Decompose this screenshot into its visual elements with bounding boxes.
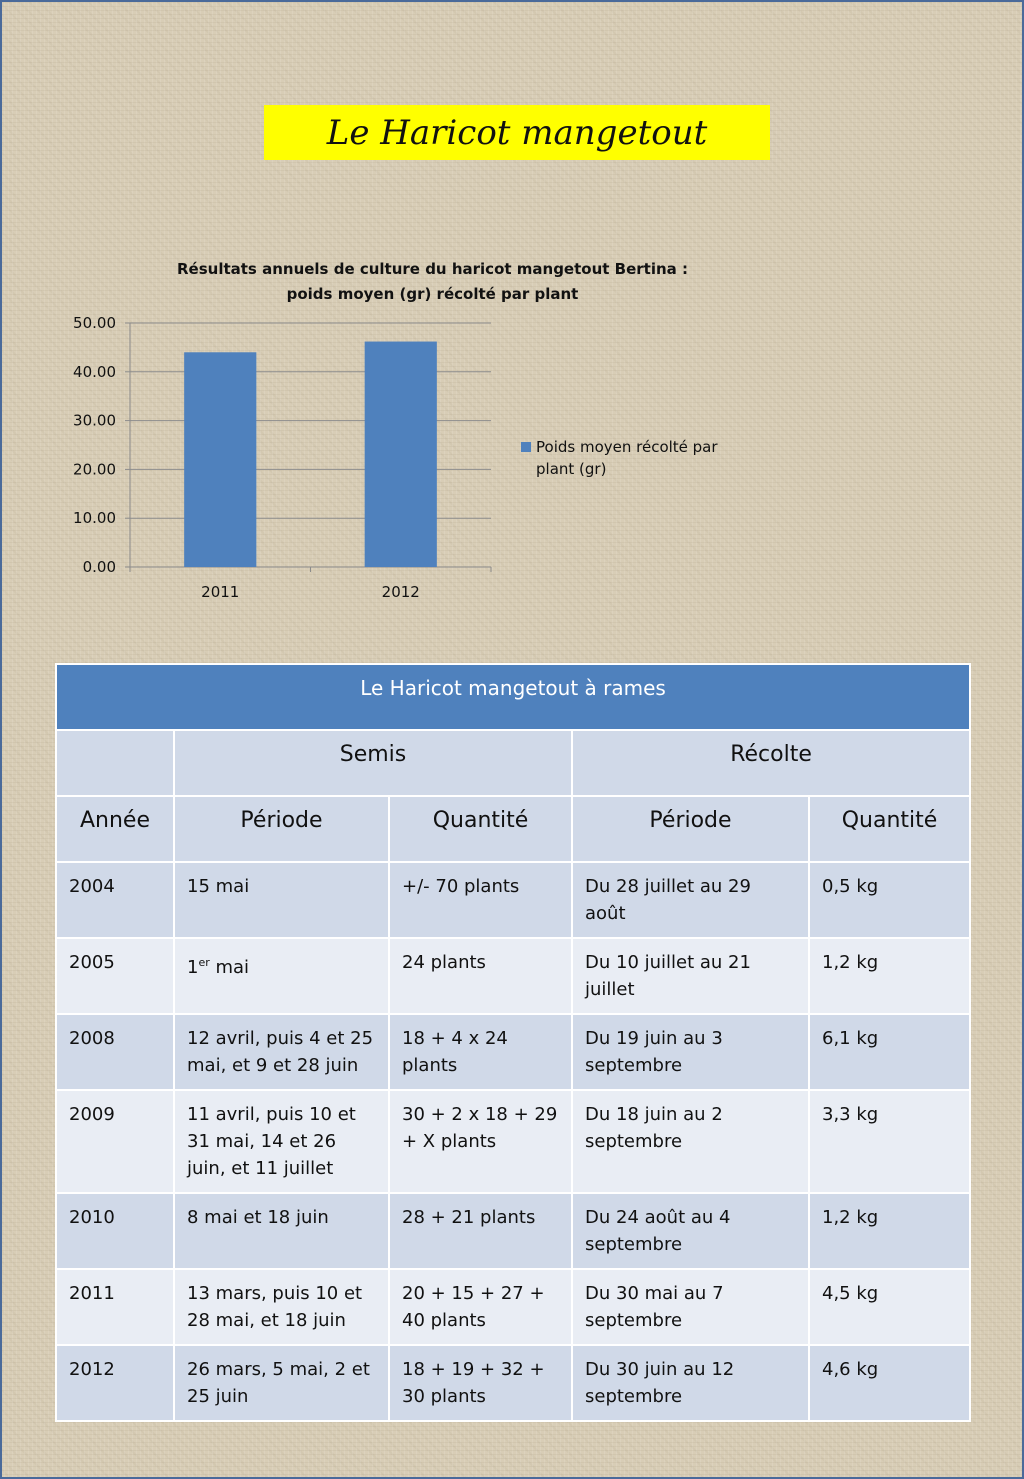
title-banner: Le Haricot mangetout <box>264 105 770 160</box>
header-recolte: Récolte <box>570 729 972 797</box>
table-row: 2004 15 mai +/- 70 plants Du 28 juillet … <box>55 861 972 939</box>
cell-annee: 2011 <box>55 1268 175 1346</box>
cell-semis-periode: 12 avril, puis 4 et 25 mai, et 9 et 28 j… <box>173 1013 390 1091</box>
table-group-header-row: Semis Récolte <box>55 729 972 797</box>
table-column-header-row: Année Période Quantité Période Quantité <box>55 795 972 863</box>
cell-annee: 2005 <box>55 937 175 1015</box>
cell-semis-periode: 11 avril, puis 10 et 31 mai, 14 et 26 ju… <box>173 1089 390 1194</box>
cell-annee: 2008 <box>55 1013 175 1091</box>
cell-semis-quantite: 18 + 4 x 24 plants <box>388 1013 573 1091</box>
table-title-row: Le Haricot mangetout à rames <box>54 663 972 731</box>
cell-semis-periode-num: 1 <box>187 957 199 978</box>
cell-semis-quantite: 24 plants <box>388 937 573 1015</box>
cell-recolte-periode: Du 18 juin au 2 septembre <box>571 1089 810 1194</box>
y-tick-label: 30.00 <box>73 412 116 430</box>
cell-recolte-periode: Du 24 août au 4 septembre <box>571 1192 810 1270</box>
legend-label-line-2: plant (gr) <box>536 460 607 478</box>
chart-title: Résultats annuels de culture du haricot … <box>150 257 715 307</box>
chart-title-line-1: Résultats annuels de culture du haricot … <box>177 260 688 278</box>
cell-annee: 2009 <box>55 1089 175 1194</box>
table-row: 2005 1er mai 24 plants Du 10 juillet au … <box>55 937 972 1015</box>
cell-semis-periode-sup: er <box>198 956 210 969</box>
cell-recolte-periode: Du 19 juin au 3 septembre <box>571 1013 810 1091</box>
cell-recolte-periode: Du 10 juillet au 21 juillet <box>571 937 810 1015</box>
cell-recolte-periode: Du 28 juillet au 29 août <box>571 861 810 939</box>
table-title: Le Haricot mangetout à rames <box>54 663 972 731</box>
cell-recolte-quantite: 6,1 kg <box>807 1013 972 1091</box>
table-row: 2012 26 mars, 5 mai, 2 et 25 juin 18 + 1… <box>55 1344 972 1422</box>
cell-recolte-quantite: 1,2 kg <box>807 937 972 1015</box>
cell-semis-periode: 1er mai <box>173 937 390 1015</box>
table-row: 2008 12 avril, puis 4 et 25 mai, et 9 et… <box>55 1013 972 1091</box>
y-tick-label: 20.00 <box>73 460 116 478</box>
cell-recolte-quantite: 0,5 kg <box>807 861 972 939</box>
cell-recolte-quantite: 1,2 kg <box>807 1192 972 1270</box>
y-tick-label: 40.00 <box>73 363 116 381</box>
page-title: Le Haricot mangetout <box>326 112 708 153</box>
y-tick-label: 50.00 <box>73 314 116 332</box>
cell-semis-periode: 15 mai <box>173 861 390 939</box>
cell-semis-periode-rest: mai <box>209 957 250 978</box>
results-table: Le Haricot mangetout à rames Semis Récol… <box>54 663 972 1422</box>
header-recolte-quantite: Quantité <box>807 795 972 863</box>
cell-recolte-quantite: 3,3 kg <box>807 1089 972 1194</box>
header-semis: Semis <box>173 729 573 797</box>
header-recolte-periode: Période <box>571 795 810 863</box>
y-tick-label: 0.00 <box>83 558 116 576</box>
cell-semis-periode: 8 mai et 18 juin <box>173 1192 390 1270</box>
x-tick-label: 2012 <box>382 583 420 601</box>
bar-2011 <box>184 352 257 567</box>
cell-recolte-periode: Du 30 juin au 12 septembre <box>571 1344 810 1422</box>
table-row: 2009 11 avril, puis 10 et 31 mai, 14 et … <box>55 1089 972 1194</box>
bar-chart: 0.00 10.00 20.00 30.00 40.00 50.00 2011 2012 <box>73 314 492 601</box>
cell-semis-quantite: 20 + 15 + 27 + 40 plants <box>388 1268 573 1346</box>
header-annee: Année <box>55 795 175 863</box>
chart-legend: Poids moyen récolté par plant (gr) <box>521 436 751 480</box>
cell-annee: 2010 <box>55 1192 175 1270</box>
legend-swatch <box>521 442 531 452</box>
cell-semis-quantite: +/- 70 plants <box>388 861 573 939</box>
cell-annee: 2004 <box>55 861 175 939</box>
chart-title-line-2: poids moyen (gr) récolté par plant <box>286 285 579 303</box>
header-semis-quantite: Quantité <box>388 795 573 863</box>
cell-semis-quantite: 18 + 19 + 32 + 30 plants <box>388 1344 573 1422</box>
table-row: 2011 13 mars, puis 10 et 28 mai, et 18 j… <box>55 1268 972 1346</box>
bar-2012 <box>364 341 437 567</box>
empty-header-cell <box>55 729 175 797</box>
cell-semis-quantite: 30 + 2 x 18 + 29 + X plants <box>388 1089 573 1194</box>
legend-label-line-1: Poids moyen récolté par <box>536 438 718 456</box>
cell-semis-quantite: 28 + 21 plants <box>388 1192 573 1270</box>
header-semis-periode: Période <box>173 795 390 863</box>
cell-recolte-quantite: 4,5 kg <box>807 1268 972 1346</box>
x-tick-label: 2011 <box>201 583 239 601</box>
y-tick-label: 10.00 <box>73 509 116 527</box>
cell-recolte-quantite: 4,6 kg <box>807 1344 972 1422</box>
cell-semis-periode: 26 mars, 5 mai, 2 et 25 juin <box>173 1344 390 1422</box>
cell-annee: 2012 <box>55 1344 175 1422</box>
cell-semis-periode: 13 mars, puis 10 et 28 mai, et 18 juin <box>173 1268 390 1346</box>
cell-recolte-periode: Du 30 mai au 7 septembre <box>571 1268 810 1346</box>
table-row: 2010 8 mai et 18 juin 28 + 21 plants Du … <box>55 1192 972 1270</box>
